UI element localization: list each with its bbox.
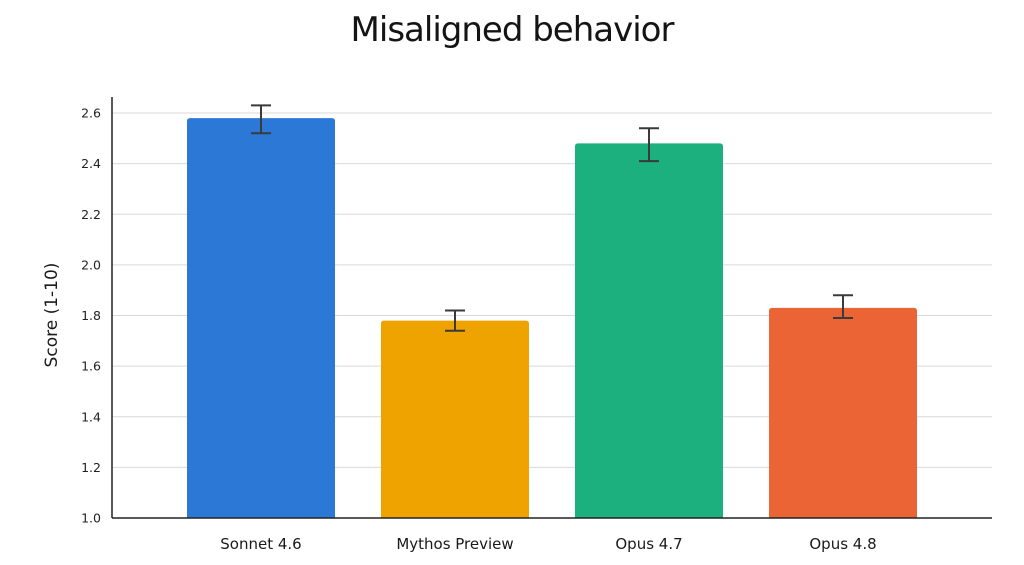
error-bars — [251, 104, 853, 332]
category-label: Mythos Preview — [396, 535, 513, 553]
bar-opus-4-8 — [769, 307, 917, 518]
bar-sonnet-4-6 — [187, 118, 335, 518]
axes — [111, 97, 992, 519]
y-tick-label: 2.4 — [81, 156, 101, 171]
bar-mythos-preview — [381, 320, 529, 518]
error-bar — [445, 309, 465, 332]
error-bar — [251, 104, 271, 135]
error-bar — [833, 294, 853, 320]
category-label: Sonnet 4.6 — [220, 535, 301, 553]
category-labels: Sonnet 4.6 Mythos Preview Opus 4.7 Opus 4.8 — [220, 535, 876, 553]
y-tick-label: 1.0 — [81, 511, 101, 526]
y-tick-label: 1.2 — [81, 460, 101, 475]
y-tick-label: 1.6 — [81, 359, 101, 374]
y-axis-title: Score (1-10) — [42, 263, 62, 368]
y-tick-label: 2.6 — [81, 106, 101, 121]
bars — [187, 118, 917, 518]
chart-title: Misaligned behavior — [350, 10, 675, 50]
y-tick-label: 2.0 — [81, 257, 101, 272]
y-tick-labels: 1.0 1.2 1.4 1.6 1.8 2.0 2.2 2.4 2.6 — [81, 106, 101, 526]
error-bar — [639, 127, 659, 163]
bar-opus-4-7 — [575, 143, 723, 518]
category-label: Opus 4.7 — [615, 535, 682, 553]
y-tick-label: 2.2 — [81, 207, 101, 222]
y-tick-label: 1.8 — [81, 308, 101, 323]
y-tick-label: 1.4 — [81, 409, 101, 424]
category-label: Opus 4.8 — [809, 535, 876, 553]
